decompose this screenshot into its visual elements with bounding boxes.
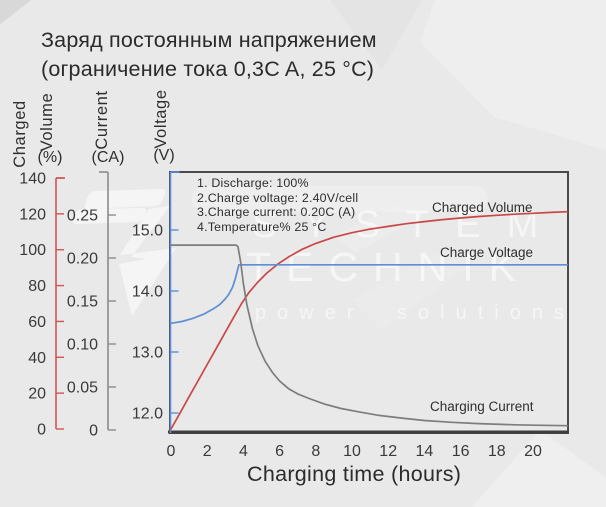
tick-label-charged_volume: 60 — [28, 314, 46, 331]
tick-label-current: 0.15 — [67, 294, 98, 311]
axis-title-current: Current — [93, 90, 111, 149]
tick-label-charged_volume: 100 — [19, 242, 46, 259]
tick-label-charged_volume: 20 — [28, 386, 46, 403]
title-line-1: Заряд постоянным напряжением — [41, 28, 377, 52]
annotation-line-4: 4.Temperature% 25 °C — [197, 219, 327, 234]
tick-label-voltage: 15.0 — [132, 223, 163, 240]
x-tick-label: 4 — [239, 443, 248, 460]
tick-label-charged_volume: 120 — [19, 206, 46, 223]
tick-label-voltage: 12.0 — [132, 406, 163, 423]
axis-unit-percent: (%) — [38, 149, 63, 166]
x-axis-label: Charging time (hours) — [247, 462, 462, 486]
annotation-line-1: 1. Discharge: 100% — [197, 176, 309, 190]
axis-unit-v: (V) — [153, 147, 174, 164]
x-tick-label: 20 — [524, 443, 542, 460]
series-line-charged_volume — [170, 210, 569, 430]
tick-label-current: 0 — [89, 423, 98, 440]
tick-label-charged_volume: 140 — [19, 171, 46, 188]
title-line-2: (ограничение тока 0,3C A, 25 °C) — [41, 57, 375, 81]
tick-label-current: 0.05 — [67, 380, 98, 397]
x-tick-label: 12 — [379, 443, 397, 460]
series-line-voltage — [170, 263, 569, 325]
x-tick-label: 0 — [167, 443, 176, 460]
x-tick-label: 18 — [488, 443, 506, 460]
tick-label-current: 0.25 — [67, 208, 98, 225]
tick-label-charged_volume: 80 — [28, 278, 46, 295]
page-title: Заряд постоянным напряжением (ограничени… — [41, 26, 377, 84]
annotation-line-3: 3.Charge current: 0.20C (A) — [197, 205, 356, 220]
series-label-charged-volume: Charged Volume — [432, 200, 533, 215]
watermark-tagline: power solutions — [255, 302, 575, 324]
tick-label-voltage: 14.0 — [132, 284, 163, 301]
tick-label-voltage: 13.0 — [132, 345, 163, 362]
series-label-charging-current: Charging Current — [430, 399, 534, 414]
watermark-brand-line2: TECHNIK — [246, 244, 531, 290]
tick-label-current: 0.20 — [67, 251, 98, 268]
tick-label-charged_volume: 0 — [37, 422, 46, 439]
series-line-current — [170, 244, 569, 427]
tick-label-charged_volume: 40 — [28, 350, 46, 367]
axis-title-volume: Volume — [38, 93, 56, 152]
annotation-box: 1. Discharge: 100% 2.Charge voltage: 2.4… — [197, 176, 358, 234]
axis-unit-ca: (CA) — [92, 149, 125, 166]
x-tick-label: 8 — [311, 443, 320, 460]
series-label-charge-voltage: Charge Voltage — [440, 245, 534, 260]
x-tick-label: 10 — [343, 443, 361, 460]
axis-title-charged: Charged — [11, 100, 29, 168]
x-tick-label: 14 — [416, 443, 434, 460]
x-tick-label: 16 — [452, 443, 470, 460]
tick-label-current: 0.10 — [67, 337, 98, 354]
annotation-line-2: 2.Charge voltage: 2.40V/cell — [197, 190, 359, 205]
x-tick-label: 6 — [275, 443, 284, 460]
axis-title-voltage: Voltage — [152, 89, 170, 148]
x-tick-label: 2 — [203, 443, 212, 460]
